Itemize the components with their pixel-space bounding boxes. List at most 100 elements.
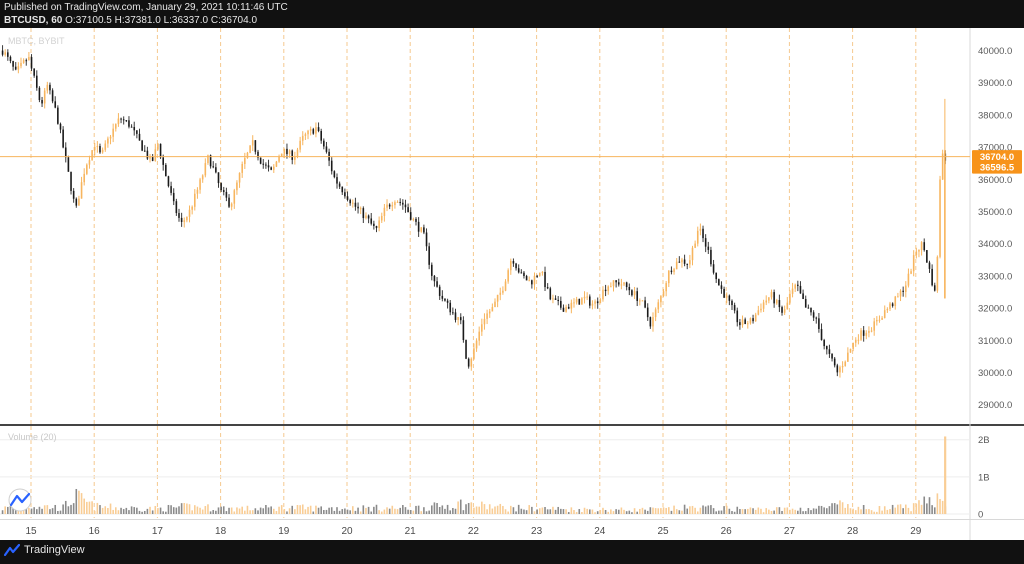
candle: [201, 174, 204, 183]
candle: [41, 96, 43, 108]
candle: [262, 159, 265, 169]
candle: [736, 307, 739, 327]
volume-tick-label: 1B: [978, 472, 990, 483]
candle: [575, 296, 578, 305]
volume-bar: [415, 505, 417, 514]
candle: [789, 290, 791, 305]
tv-badge-icon[interactable]: [8, 488, 32, 512]
candle: [791, 282, 794, 298]
volume-bar: [351, 506, 354, 514]
candle: [96, 141, 99, 153]
candle: [467, 357, 470, 369]
volume-bar: [325, 509, 328, 514]
candle: [649, 316, 652, 329]
volume-bar: [159, 507, 162, 514]
volume-axis[interactable]: [970, 426, 1024, 519]
volume-bar: [868, 509, 870, 514]
volume-pane[interactable]: [0, 426, 970, 519]
volume-bar: [754, 509, 757, 514]
time-axis[interactable]: [0, 520, 1024, 540]
candle: [899, 289, 902, 302]
candle: [217, 172, 220, 188]
candle: [49, 82, 51, 95]
tradingview-logo[interactable]: TradingView: [4, 544, 85, 556]
candle: [46, 81, 49, 94]
volume-bar: [225, 511, 228, 514]
candle: [562, 304, 565, 312]
candle: [683, 254, 686, 267]
volume-bar: [646, 510, 649, 514]
volume-bar: [30, 508, 33, 514]
volume-bar: [897, 504, 899, 514]
candle: [101, 147, 104, 154]
candle: [849, 348, 852, 353]
volume-bar: [617, 509, 620, 514]
candle: [14, 62, 17, 71]
volume-bar: [91, 501, 93, 514]
volume-bar: [520, 508, 523, 514]
volume-bar: [483, 504, 486, 514]
volume-bar: [272, 508, 275, 514]
volume-bar: [54, 504, 57, 514]
candle: [686, 263, 689, 270]
candle: [175, 198, 178, 216]
price-axis[interactable]: [970, 28, 1024, 424]
candle: [338, 181, 341, 189]
time-tick-label: 15: [25, 526, 37, 537]
volume-bar: [154, 505, 157, 514]
volume-bar: [639, 508, 641, 514]
volume-bar: [644, 509, 646, 514]
volume-bar: [109, 503, 112, 514]
candle: [62, 126, 64, 149]
volume-bar: [259, 507, 262, 514]
volume-bar: [652, 507, 654, 514]
volume-bar: [662, 507, 665, 514]
volume-bar: [694, 507, 696, 514]
volume-bar: [404, 507, 407, 514]
volume-bar: [847, 504, 849, 514]
volume-bar: [207, 504, 209, 514]
candle: [351, 199, 354, 208]
volume-bar: [752, 508, 754, 514]
volume-bar: [425, 511, 428, 514]
volume-bar: [402, 505, 404, 514]
time-tick-label: 27: [784, 526, 796, 537]
candle: [212, 161, 215, 169]
candle: [459, 313, 462, 325]
volume-bar: [412, 510, 415, 514]
candle: [391, 201, 394, 212]
volume-bar: [83, 498, 85, 514]
volume-bar: [288, 508, 291, 514]
volume-bar: [631, 512, 633, 514]
volume-bar: [165, 511, 167, 514]
candle: [839, 365, 841, 378]
high-value: 37381.0: [124, 15, 161, 26]
volume-bar: [407, 509, 409, 514]
volume-bar: [4, 506, 6, 514]
candle: [407, 203, 409, 213]
volume-bar: [933, 507, 936, 514]
volume-bar: [839, 500, 841, 514]
candle: [317, 122, 320, 133]
volume-bar: [525, 510, 528, 514]
volume-bar: [354, 510, 357, 514]
volume-bar: [841, 502, 844, 514]
volume-bar: [862, 505, 865, 514]
volume-bar: [849, 508, 852, 514]
candle: [491, 303, 494, 312]
candle: [336, 173, 338, 189]
candle: [797, 280, 799, 292]
volume-bar: [133, 507, 136, 514]
candle: [4, 49, 6, 57]
candle: [72, 188, 75, 203]
low-label: L:: [163, 15, 172, 26]
volume-bar: [786, 507, 789, 514]
candle: [760, 303, 762, 313]
candle: [504, 279, 507, 292]
candle: [854, 337, 857, 347]
candle: [470, 357, 473, 371]
price-pane[interactable]: [0, 28, 970, 424]
volume-bar: [854, 510, 857, 514]
candle: [941, 149, 944, 181]
